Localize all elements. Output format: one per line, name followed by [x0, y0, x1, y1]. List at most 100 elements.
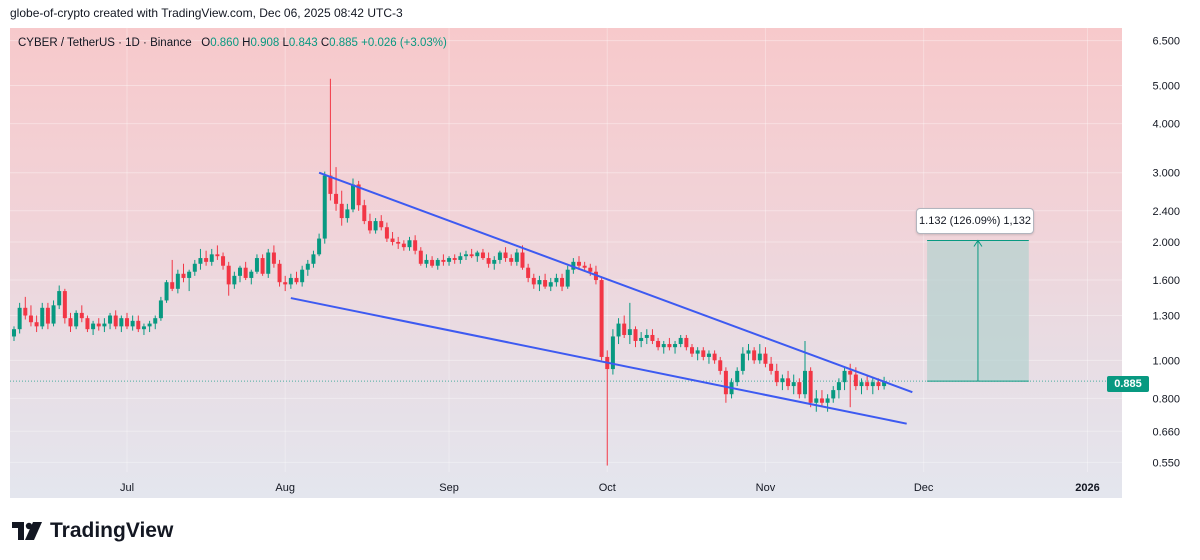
candle-body — [678, 337, 683, 345]
candle-body — [141, 326, 146, 330]
candle-body — [520, 252, 525, 268]
candle-body — [192, 263, 197, 272]
candle-body — [441, 259, 446, 262]
legend-close-label: C — [320, 37, 330, 49]
candle-body — [175, 273, 180, 289]
candle-body — [221, 256, 226, 266]
candle-body — [503, 252, 508, 259]
candle-body — [582, 265, 587, 268]
time-tick-label: Aug — [275, 482, 295, 494]
candle-body — [565, 269, 570, 287]
candle-body — [401, 243, 406, 248]
candle-body — [633, 329, 638, 341]
candle-body — [317, 238, 322, 255]
candle-body — [356, 184, 361, 206]
measure-label: 1.132 (126.09%) 1,132 — [916, 208, 1034, 234]
candle-body — [492, 259, 497, 264]
candle-body — [667, 344, 672, 348]
candle-body — [407, 240, 412, 248]
time-tick-label: Sep — [439, 482, 459, 494]
candle-body — [305, 263, 310, 270]
candle-body — [774, 370, 779, 383]
price-tick-label: 4.000 — [1152, 119, 1180, 131]
candle-body — [435, 259, 440, 266]
time-tick-label: Jul — [120, 482, 134, 494]
candle-body — [226, 265, 231, 285]
candle-body — [384, 227, 389, 239]
candle-body — [639, 337, 644, 341]
legend-open-label: O — [201, 37, 211, 49]
price-tick-label: 1.000 — [1152, 355, 1180, 367]
candle-body — [164, 282, 169, 301]
candle-body — [238, 267, 242, 276]
candle-body — [870, 382, 875, 387]
candle-body — [543, 280, 548, 287]
candle-body — [17, 307, 22, 330]
candle-body — [215, 254, 220, 257]
candle-body — [836, 382, 841, 391]
candle-body — [328, 175, 333, 194]
candle-body — [45, 307, 50, 324]
candle-body — [859, 382, 864, 387]
candle-body — [62, 291, 67, 319]
price-tick-label: 2.400 — [1152, 206, 1180, 218]
candle-body — [311, 254, 316, 264]
candle-body — [757, 353, 762, 361]
candle-body — [531, 277, 536, 285]
candle-body — [853, 374, 858, 387]
candle-body — [51, 305, 56, 324]
price-axis[interactable] — [1122, 28, 1192, 498]
candle-body — [695, 350, 700, 354]
candle-body — [808, 370, 813, 403]
candle-body — [396, 241, 401, 244]
candle-body — [537, 280, 542, 285]
candle-body — [153, 318, 158, 324]
candle-body — [763, 353, 768, 364]
candle-body — [119, 318, 124, 327]
tradingview-logo-text: TradingView — [50, 519, 174, 542]
candle-body — [74, 312, 79, 327]
candle-body — [723, 370, 728, 395]
candle-body — [204, 258, 209, 262]
candle-body — [514, 252, 519, 262]
candle-body — [825, 398, 830, 403]
candle-body — [599, 280, 604, 357]
candle-body — [430, 259, 435, 266]
candle-body — [413, 240, 418, 251]
legend-high-value: 0.908 — [250, 37, 280, 49]
axis-ticks: 6.500 5.000 4.000 3.000 2.400 2.000 1.600 1.300… — [120, 36, 1180, 494]
candle-body — [740, 353, 745, 371]
candle-body — [458, 256, 463, 260]
trendlines — [290, 171, 913, 425]
candle-body — [130, 320, 135, 327]
candle-body — [548, 282, 553, 287]
candle-body — [718, 360, 723, 371]
candle-body — [452, 258, 457, 260]
candle-body — [283, 282, 288, 285]
price-tick-label: 1.600 — [1152, 275, 1180, 287]
legend-low-label: L — [282, 37, 289, 49]
candle-body — [831, 390, 836, 399]
candle-body — [288, 277, 293, 285]
candle-body — [232, 275, 237, 285]
tradingview-logo-icon — [12, 522, 42, 540]
candle-body — [684, 337, 689, 348]
candle-body — [136, 320, 141, 330]
legend-low-value: 0.843 — [288, 37, 318, 49]
candle-body — [390, 238, 395, 242]
price-tick-label: 0.800 — [1152, 393, 1180, 405]
tradingview-logo[interactable]: TradingView — [12, 518, 173, 544]
candle-body — [661, 344, 666, 348]
legend-symbol: CYBER / TetherUS · 1D · Binance — [18, 37, 192, 49]
candle-body — [260, 258, 265, 274]
candle-body — [334, 193, 339, 204]
chart-attribution: globe-of-crypto created with TradingView… — [10, 6, 403, 20]
candle-body — [865, 382, 870, 387]
candle-body — [147, 323, 152, 327]
candle-body — [351, 184, 355, 210]
candle-body — [814, 398, 819, 403]
candle-body — [113, 315, 118, 327]
legend-close-value: 0.885 — [329, 37, 358, 49]
candle-body — [588, 267, 593, 272]
